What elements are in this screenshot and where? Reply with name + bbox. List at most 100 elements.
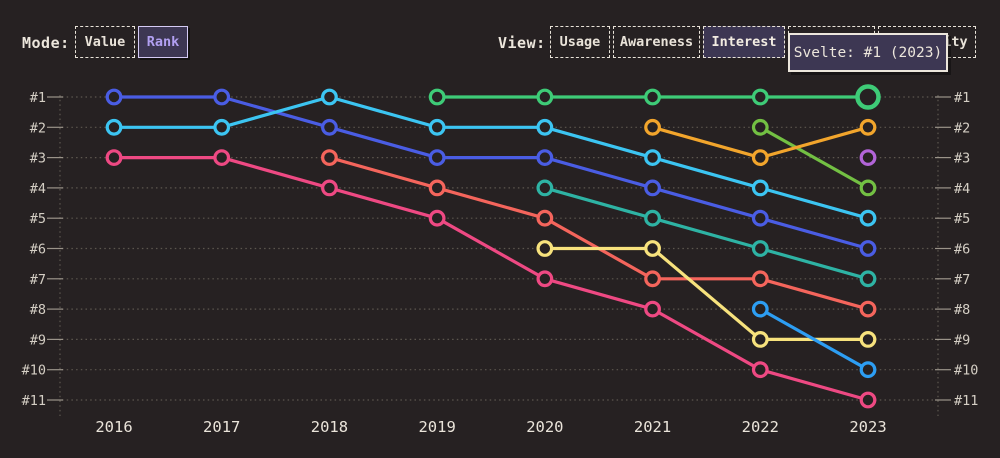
year-label: 2021: [634, 418, 671, 436]
data-point[interactable]: [105, 88, 123, 106]
rank-label-left: #11: [22, 393, 46, 409]
data-point[interactable]: [859, 391, 877, 409]
rank-label-left: #8: [30, 302, 46, 318]
tooltip: Svelte: #1 (2023): [788, 33, 948, 72]
series-line-dodger: [758, 307, 870, 372]
rank-label-right: #5: [954, 211, 970, 227]
rank-label-left: #3: [30, 151, 46, 167]
data-point[interactable]: [321, 149, 338, 167]
tooltip-text: Svelte: #1 (2023): [793, 44, 943, 61]
series-line-salmon: [327, 156, 870, 311]
data-point[interactable]: [859, 300, 877, 318]
data-point[interactable]: [859, 209, 877, 227]
data-point[interactable]: [644, 300, 661, 318]
data-point[interactable]: [428, 88, 446, 106]
data-point[interactable]: [428, 179, 446, 197]
data-point[interactable]: [859, 270, 877, 288]
rank-label-right: #3: [954, 151, 970, 167]
data-point[interactable]: [644, 118, 661, 136]
mode-label: Mode:: [22, 34, 70, 52]
view-interest-button[interactable]: Interest: [703, 26, 785, 58]
year-label: 2018: [311, 418, 348, 436]
rank-label-right: #1: [954, 90, 970, 106]
data-point[interactable]: [536, 209, 554, 227]
data-point[interactable]: [644, 149, 661, 167]
mode-rank-label: Rank: [146, 34, 180, 50]
year-label: 2022: [742, 418, 779, 436]
data-point[interactable]: [428, 149, 446, 167]
data-point[interactable]: [859, 179, 877, 197]
data-point[interactable]: [536, 240, 554, 257]
year-label: 2019: [418, 418, 455, 436]
mode-value-button[interactable]: Value: [75, 26, 135, 58]
rank-label-right: #9: [954, 332, 970, 348]
data-point[interactable]: [105, 149, 123, 167]
data-point[interactable]: [644, 209, 661, 227]
rank-label-right: #11: [954, 393, 978, 409]
rank-label-right: #2: [954, 120, 970, 136]
rank-label-right: #8: [954, 302, 970, 318]
data-point[interactable]: [213, 118, 231, 136]
data-point[interactable]: [213, 149, 231, 167]
data-point[interactable]: [859, 118, 877, 136]
mode-value-label: Value: [84, 34, 126, 50]
rank-label-left: #10: [22, 363, 46, 379]
data-point[interactable]: [859, 361, 877, 379]
data-point[interactable]: [536, 179, 554, 197]
year-label: 2017: [203, 418, 240, 436]
data-point[interactable]: [321, 88, 338, 106]
data-point[interactable]: [428, 209, 446, 227]
data-point[interactable]: [751, 209, 769, 227]
series-line-blue: [112, 95, 870, 251]
data-point[interactable]: [751, 149, 769, 167]
data-point[interactable]: [751, 118, 769, 136]
data-point[interactable]: [644, 240, 661, 257]
year-label: 2023: [849, 418, 886, 436]
data-point[interactable]: [536, 88, 554, 106]
rank-label-left: #9: [30, 332, 46, 348]
data-point[interactable]: [536, 149, 554, 167]
data-point[interactable]: [751, 361, 769, 379]
data-point[interactable]: [536, 270, 554, 288]
series-line-teal: [543, 186, 870, 281]
data-point[interactable]: [428, 118, 446, 136]
data-point[interactable]: [859, 240, 877, 257]
data-point[interactable]: [213, 88, 231, 106]
rank-label-left: #2: [30, 120, 46, 136]
rank-label-left: #5: [30, 211, 46, 227]
data-point[interactable]: [751, 331, 769, 348]
data-point[interactable]: [321, 179, 338, 197]
data-point[interactable]: [751, 300, 769, 318]
data-point[interactable]: [751, 88, 769, 106]
data-point[interactable]: [751, 179, 769, 197]
rank-label-left: #6: [30, 242, 46, 258]
mode-toggle: Value Rank: [75, 26, 188, 58]
series-line-pink: [112, 156, 870, 402]
rank-label-right: #7: [954, 272, 970, 288]
year-label: 2020: [526, 418, 563, 436]
data-point[interactable]: [859, 331, 877, 348]
view-usage-button[interactable]: Usage: [550, 26, 610, 58]
data-point[interactable]: [321, 118, 338, 136]
data-point[interactable]: [751, 240, 769, 257]
rank-label-left: #7: [30, 272, 46, 288]
data-point[interactable]: [859, 149, 877, 167]
series-line-olive: [758, 125, 870, 190]
view-label: View:: [498, 34, 546, 52]
data-point[interactable]: [644, 179, 661, 197]
year-label: 2016: [95, 418, 132, 436]
view-usage-label: Usage: [559, 34, 601, 50]
rank-label-left: #1: [30, 90, 46, 106]
data-point[interactable]: [644, 270, 661, 288]
highlighted-data-point[interactable]: [855, 84, 881, 110]
data-point[interactable]: [536, 118, 554, 136]
rank-label-right: #4: [954, 181, 970, 197]
data-point[interactable]: [644, 88, 661, 106]
mode-rank-button[interactable]: Rank: [138, 26, 188, 58]
data-point[interactable]: [105, 118, 123, 136]
view-awareness-button[interactable]: Awareness: [613, 26, 700, 58]
rank-label-left: #4: [30, 181, 46, 197]
data-point[interactable]: [751, 270, 769, 288]
